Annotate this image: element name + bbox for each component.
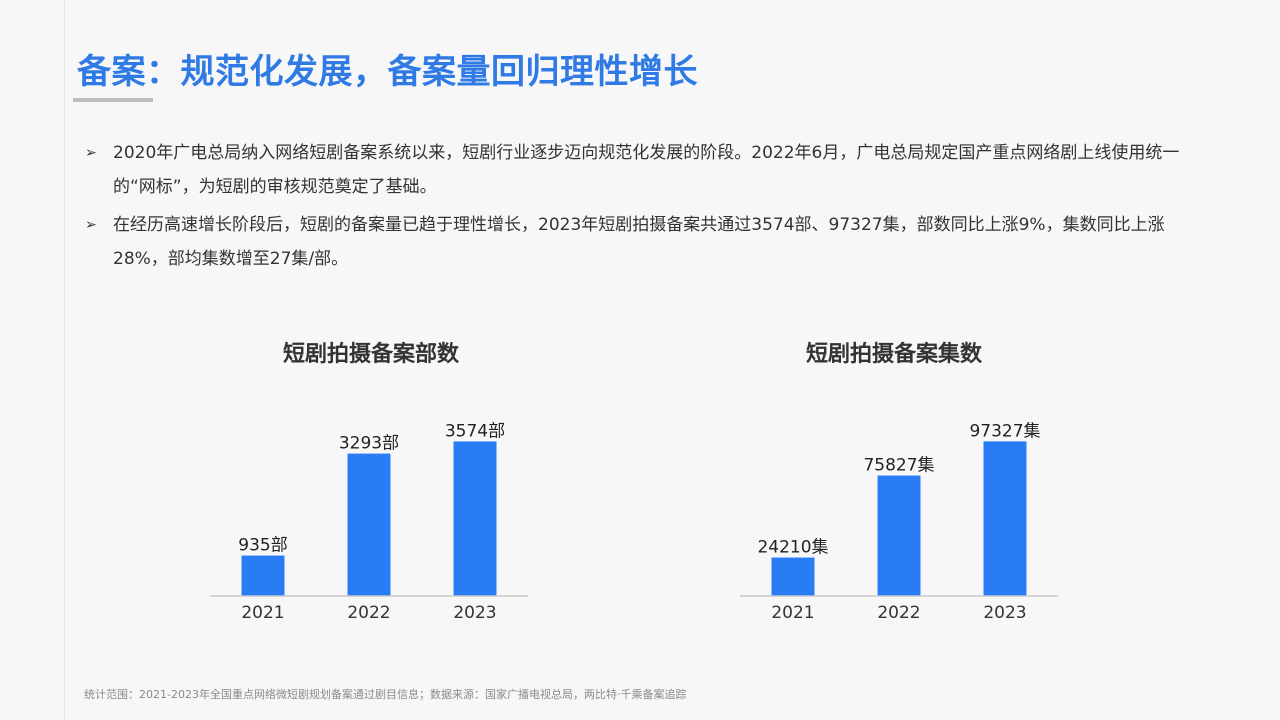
chart-dramas: 935部 2021 3293部 2022 3574部 2023 [210, 421, 528, 623]
bar-2023 [453, 441, 497, 596]
data-label: 3293部 [339, 434, 399, 454]
bullet-item: ➢ 在经历高速增长阶段后，短剧的备案量已趋于理性增长，2023年短剧拍摄备案共通… [85, 208, 1205, 276]
bullet-item: ➢ 2020年广电总局纳入网络短剧备案系统以来，短剧行业逐步迈向规范化发展的阶段… [85, 136, 1205, 204]
arrow-bullet-icon: ➢ [85, 145, 97, 161]
data-label: 3574部 [445, 421, 505, 441]
data-label: 935部 [238, 536, 287, 556]
left-divider [64, 0, 65, 720]
x-tick-label: 2023 [983, 603, 1026, 623]
bar-2021 [771, 557, 815, 596]
bullet-text: 2020年广电总局纳入网络短剧备案系统以来，短剧行业逐步迈向规范化发展的阶段。2… [113, 143, 1180, 197]
data-label: 24210集 [757, 538, 828, 558]
bar-2022 [877, 475, 921, 596]
x-tick-label: 2023 [453, 603, 496, 623]
chart-title-dramas: 短剧拍摄备案部数 [282, 342, 459, 367]
bullet-text: 在经历高速增长阶段后，短剧的备案量已趋于理性增长，2023年短剧拍摄备案共通过3… [113, 215, 1165, 269]
arrow-bullet-icon: ➢ [85, 217, 97, 233]
x-tick-label: 2022 [347, 603, 390, 623]
x-tick-label: 2021 [771, 603, 814, 623]
chart-episodes: 24210集 2021 75827集 2022 97327集 2023 [740, 421, 1058, 623]
data-label: 75827集 [863, 456, 934, 476]
chart-title-episodes: 短剧拍摄备案集数 [805, 342, 982, 367]
x-tick-label: 2022 [877, 603, 920, 623]
bullet-list: ➢ 2020年广电总局纳入网络短剧备案系统以来，短剧行业逐步迈向规范化发展的阶段… [85, 136, 1205, 280]
title-underline [73, 98, 153, 102]
bar-2023 [983, 441, 1027, 596]
footer-source-note: 统计范围：2021-2023年全国重点网络微短剧规划备案通过剧目信息；数据来源：… [84, 688, 687, 701]
data-label: 97327集 [969, 421, 1040, 441]
bar-2022 [347, 453, 391, 596]
x-tick-label: 2021 [241, 603, 284, 623]
bar-2021 [241, 555, 285, 596]
page-title: 备案：规范化发展，备案量回归理性增长 [77, 52, 698, 92]
